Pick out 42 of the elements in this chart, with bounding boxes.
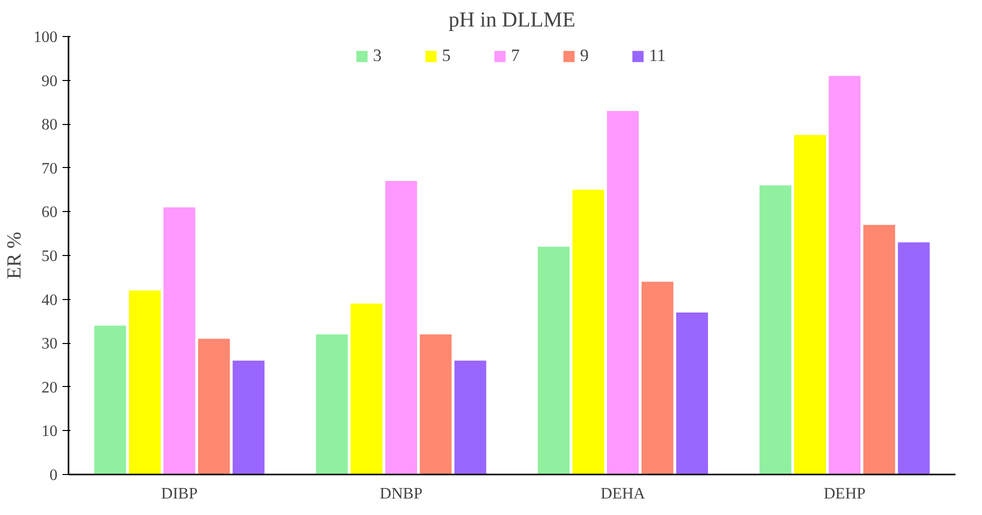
bar [94, 326, 126, 474]
y-axis-title: ER % [4, 232, 26, 280]
y-tick-label: 50 [42, 248, 58, 265]
bar [760, 185, 792, 474]
bar [538, 246, 570, 474]
bar [420, 334, 452, 474]
bar [163, 207, 196, 474]
x-tick-label: DEHP [824, 486, 866, 502]
y-tick-label: 0 [50, 467, 58, 484]
y-tick-label: 40 [42, 292, 58, 309]
legend-label: 11 [649, 46, 667, 66]
bar [863, 224, 896, 474]
y-tick-label: 100 [34, 29, 58, 46]
bar [316, 334, 348, 474]
bar [606, 110, 639, 474]
x-tick-label: DIBP [161, 486, 198, 502]
bar [385, 181, 418, 474]
bar [828, 76, 861, 474]
legend-label: 5 [442, 46, 452, 66]
bar [572, 190, 604, 474]
bar [898, 242, 930, 474]
bar [128, 290, 161, 474]
y-tick-label: 90 [42, 72, 58, 90]
y-tick-label: 60 [42, 204, 58, 222]
bar [454, 360, 486, 474]
x-tick-label: DEHA [600, 486, 646, 502]
y-tick-label: 80 [42, 116, 58, 134]
bar [676, 312, 708, 474]
bar [232, 360, 264, 474]
y-tick-label: 30 [42, 336, 58, 353]
bar [794, 135, 826, 474]
legend-label: 3 [373, 46, 383, 66]
legend-label: 9 [580, 46, 590, 66]
x-tick-label: DNBP [380, 486, 423, 502]
chart-title: pH in DLLME [448, 8, 576, 32]
y-tick-label: 20 [42, 379, 58, 396]
bar [198, 338, 230, 474]
bar [642, 282, 674, 474]
y-tick-label: 70 [42, 160, 58, 178]
legend-label: 7 [511, 46, 521, 66]
y-tick-label: 10 [42, 423, 58, 440]
bar [350, 304, 382, 474]
